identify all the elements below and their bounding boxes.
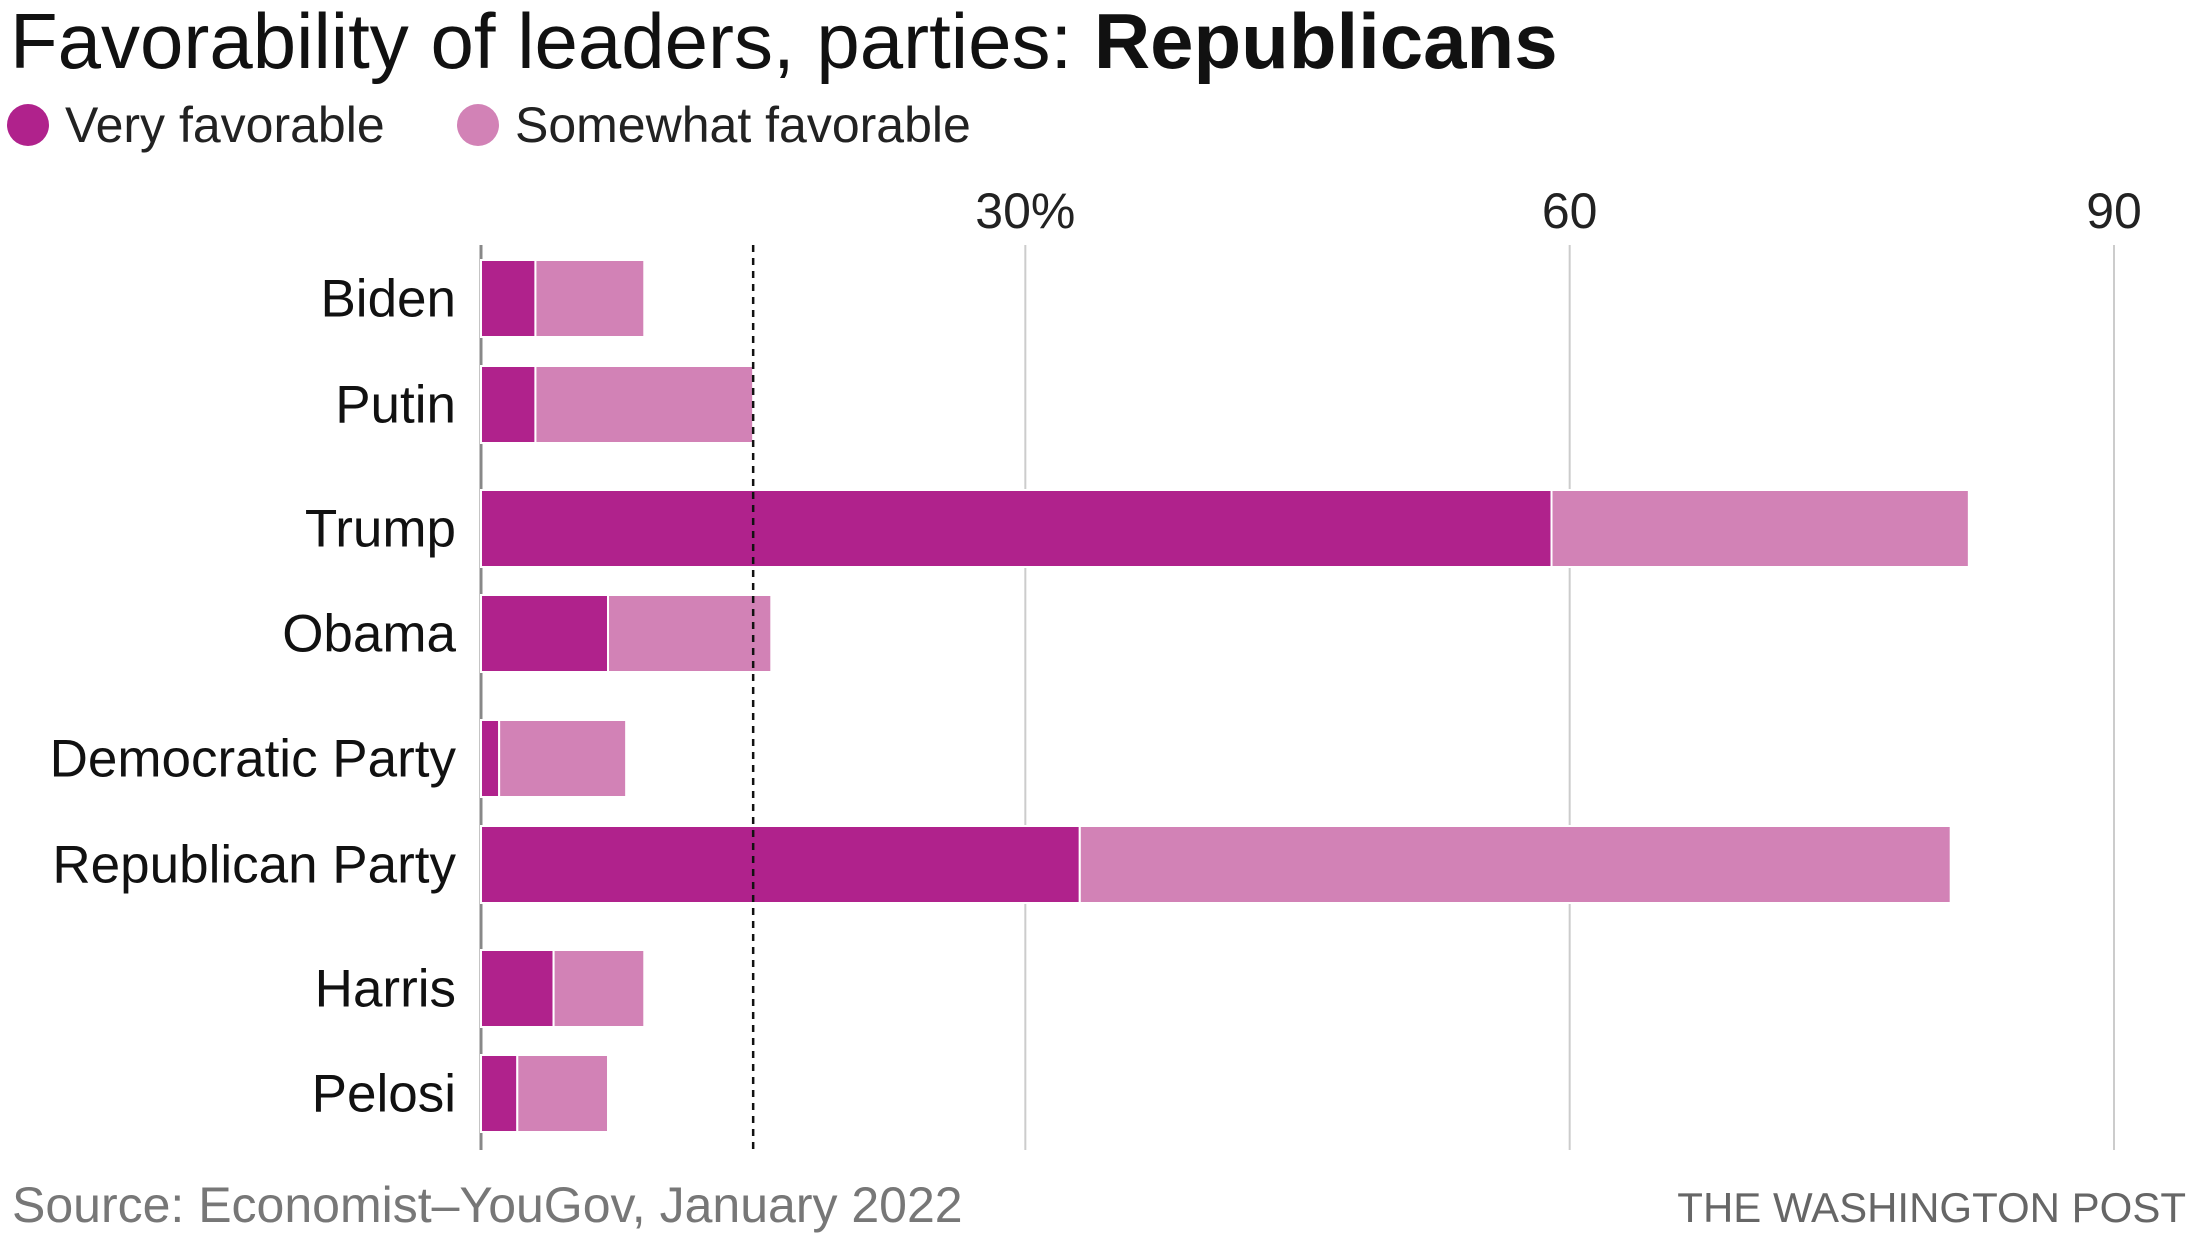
bars	[480, 245, 1970, 1150]
category-label: Obama	[282, 605, 456, 664]
bar-segment	[516, 1054, 610, 1133]
credit: THE WASHINGTON POST	[1677, 1184, 2186, 1231]
category-label: Trump	[305, 500, 456, 559]
bar-segment	[480, 825, 1081, 904]
bar-segment	[480, 949, 555, 1028]
bar-segment	[480, 365, 537, 444]
bar-segment	[534, 259, 646, 338]
bar-segment	[552, 949, 646, 1028]
bar-segment	[1078, 825, 1952, 904]
legend-swatch	[7, 104, 49, 146]
legend-label: Somewhat favorable	[515, 97, 971, 153]
bar-segment	[480, 259, 537, 338]
tick-label: 90	[2086, 183, 2142, 239]
category-label: Biden	[320, 270, 456, 329]
legend-swatch	[457, 104, 499, 146]
bar-segment	[607, 594, 773, 673]
category-label: Harris	[315, 960, 456, 1019]
title-regular: Favorability of leaders, parties:	[10, 0, 1094, 85]
bar-segment	[480, 719, 501, 798]
category-label: Putin	[335, 376, 456, 435]
category-label: Democratic Party	[50, 730, 457, 789]
bar-segment	[480, 489, 1553, 568]
bar-segment	[498, 719, 628, 798]
source-note: Source: Economist–YouGov, January 2022	[12, 1177, 963, 1233]
title-bold: Republicans	[1094, 0, 1558, 85]
bar-segment	[534, 365, 755, 444]
bar-segment	[1550, 489, 1970, 568]
tick-label: 60	[1542, 183, 1598, 239]
tick-label: 30%	[975, 183, 1075, 239]
category-labels: Biden Putin Trump Obama Democratic Party Repu…	[50, 270, 457, 1124]
chart-title: Favorability of leaders, parties: Republ…	[10, 0, 1558, 85]
bar-segment	[480, 594, 610, 673]
category-label: Republican Party	[52, 836, 456, 895]
legend-label: Very favorable	[65, 97, 385, 153]
legend: Very favorable Somewhat favorable	[7, 97, 971, 153]
category-label: Pelosi	[312, 1065, 456, 1124]
bar-segment	[480, 1054, 519, 1133]
